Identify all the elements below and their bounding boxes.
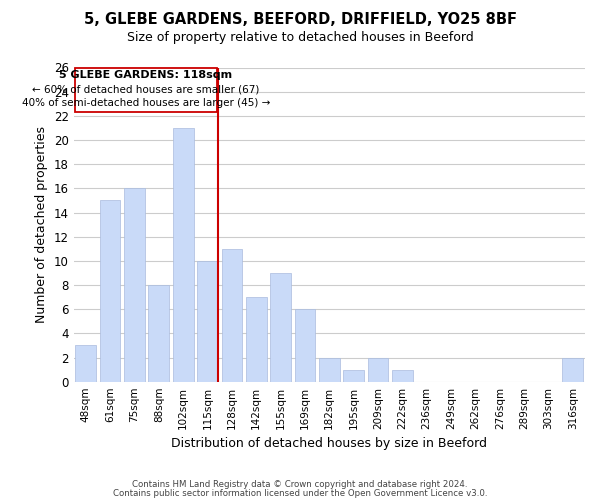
Bar [148, 285, 169, 382]
Bar [100, 200, 121, 382]
Bar [343, 370, 364, 382]
Text: ← 60% of detached houses are smaller (67): ← 60% of detached houses are smaller (67… [32, 84, 259, 94]
Text: 40% of semi-detached houses are larger (45) →: 40% of semi-detached houses are larger (… [22, 98, 270, 108]
Text: 5, GLEBE GARDENS, BEEFORD, DRIFFIELD, YO25 8BF: 5, GLEBE GARDENS, BEEFORD, DRIFFIELD, YO… [83, 12, 517, 28]
Text: Contains public sector information licensed under the Open Government Licence v3: Contains public sector information licen… [113, 488, 487, 498]
Text: Contains HM Land Registry data © Crown copyright and database right 2024.: Contains HM Land Registry data © Crown c… [132, 480, 468, 489]
Text: 5 GLEBE GARDENS: 118sqm: 5 GLEBE GARDENS: 118sqm [59, 70, 232, 81]
Bar [368, 358, 388, 382]
Bar [173, 128, 194, 382]
Bar [392, 370, 413, 382]
Bar [270, 273, 291, 382]
Bar [221, 249, 242, 382]
Bar [246, 297, 266, 382]
Text: Size of property relative to detached houses in Beeford: Size of property relative to detached ho… [127, 31, 473, 44]
Bar [295, 309, 315, 382]
X-axis label: Distribution of detached houses by size in Beeford: Distribution of detached houses by size … [171, 437, 487, 450]
Bar [319, 358, 340, 382]
Bar [197, 261, 218, 382]
FancyBboxPatch shape [75, 68, 217, 112]
Bar [562, 358, 583, 382]
Bar [124, 188, 145, 382]
Y-axis label: Number of detached properties: Number of detached properties [35, 126, 48, 323]
Bar [76, 346, 96, 382]
